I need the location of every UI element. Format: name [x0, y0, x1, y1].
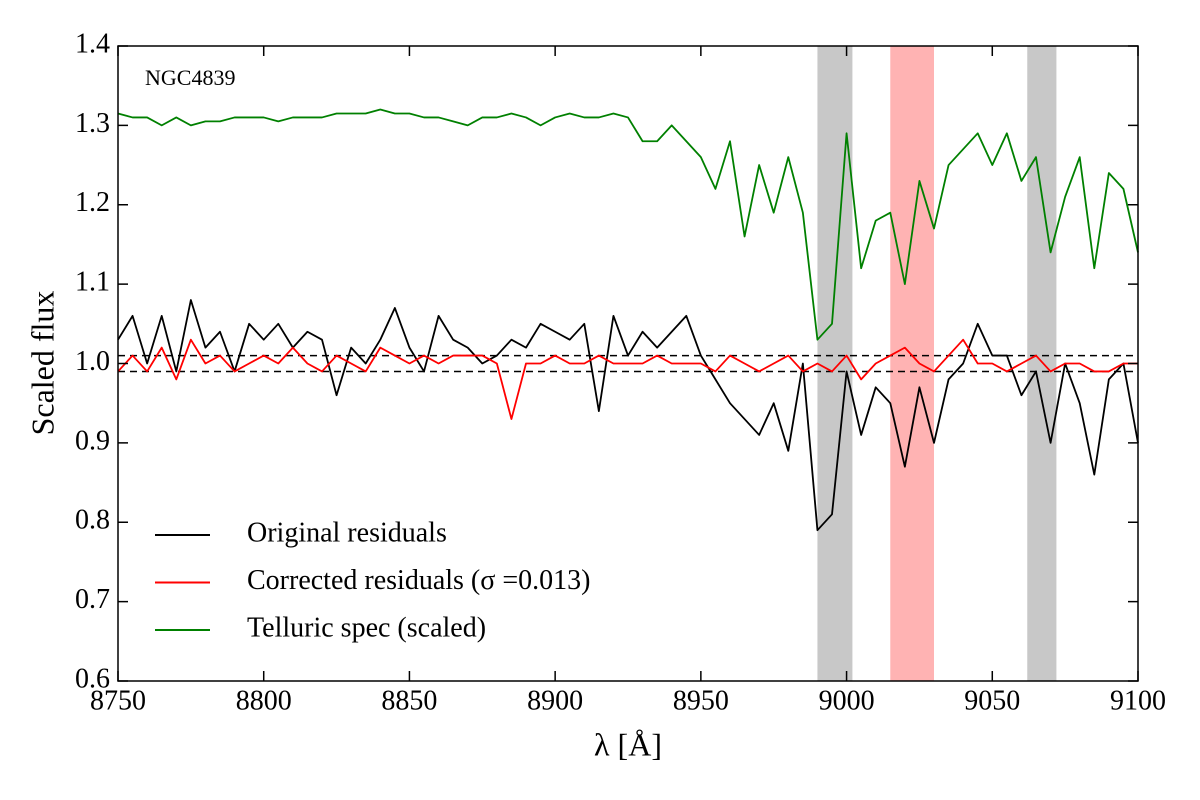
y-tick-label: 1.3 [75, 108, 110, 139]
y-tick-label: 1.4 [75, 28, 110, 59]
y-tick-label: 1.1 [75, 267, 110, 298]
y-tick-label: 1.2 [75, 187, 110, 218]
y-axis-label: Scaled flux [24, 291, 60, 436]
y-tick-label: 0.9 [75, 425, 110, 456]
x-tick-label: 9100 [1110, 685, 1166, 716]
legend-label: Corrected residuals (σ =0.013) [247, 565, 590, 596]
y-tick-label: 0.6 [75, 663, 110, 694]
annotation: NGC4839 [145, 65, 235, 90]
x-tick-label: 9050 [964, 685, 1020, 716]
data-line [117, 299, 1139, 532]
shaded-band [817, 46, 853, 681]
x-axis-label: λ [Å] [594, 726, 662, 762]
x-tick-label: 8850 [381, 685, 437, 716]
legend-label: Original residuals [247, 517, 447, 548]
shaded-band [1027, 46, 1057, 681]
legend-label: Telluric spec (scaled) [247, 612, 486, 643]
y-tick-label: 1.0 [75, 346, 110, 377]
data-line [117, 338, 1138, 420]
x-tick-label: 8800 [236, 685, 292, 716]
data-line [117, 108, 1139, 341]
shaded-band [890, 46, 934, 681]
x-tick-label: 8750 [90, 685, 146, 716]
y-tick-label: 0.7 [75, 584, 110, 615]
x-tick-label: 9000 [819, 685, 875, 716]
y-tick-label: 0.8 [75, 505, 110, 536]
x-tick-label: 8950 [673, 685, 729, 716]
x-tick-label: 8900 [527, 685, 583, 716]
plot-area [117, 46, 1139, 681]
